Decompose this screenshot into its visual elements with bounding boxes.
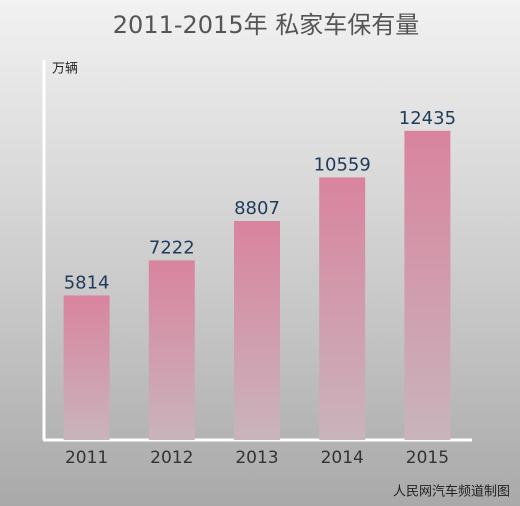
bar [234, 220, 280, 440]
value-label: 7222 [149, 237, 195, 258]
source-note: 人民网汽车频道制图 [393, 484, 510, 500]
bar [319, 177, 366, 440]
x-tick-label: 2014 [321, 448, 364, 468]
value-label: 5814 [64, 272, 110, 293]
x-tick-label: 2015 [406, 448, 449, 468]
value-label: 10559 [314, 154, 371, 175]
bar [148, 260, 195, 440]
x-tick-label: 2013 [235, 448, 278, 468]
value-label: 8807 [234, 198, 280, 219]
x-tick-label: 2012 [150, 448, 193, 468]
bar [63, 295, 110, 440]
chart-title: 2011-2015年 私家车保有量 [113, 11, 419, 39]
x-tick-label: 2011 [65, 448, 108, 468]
value-label: 12435 [399, 108, 456, 129]
y-axis-label: 万辆 [52, 62, 78, 77]
bar [404, 130, 451, 440]
